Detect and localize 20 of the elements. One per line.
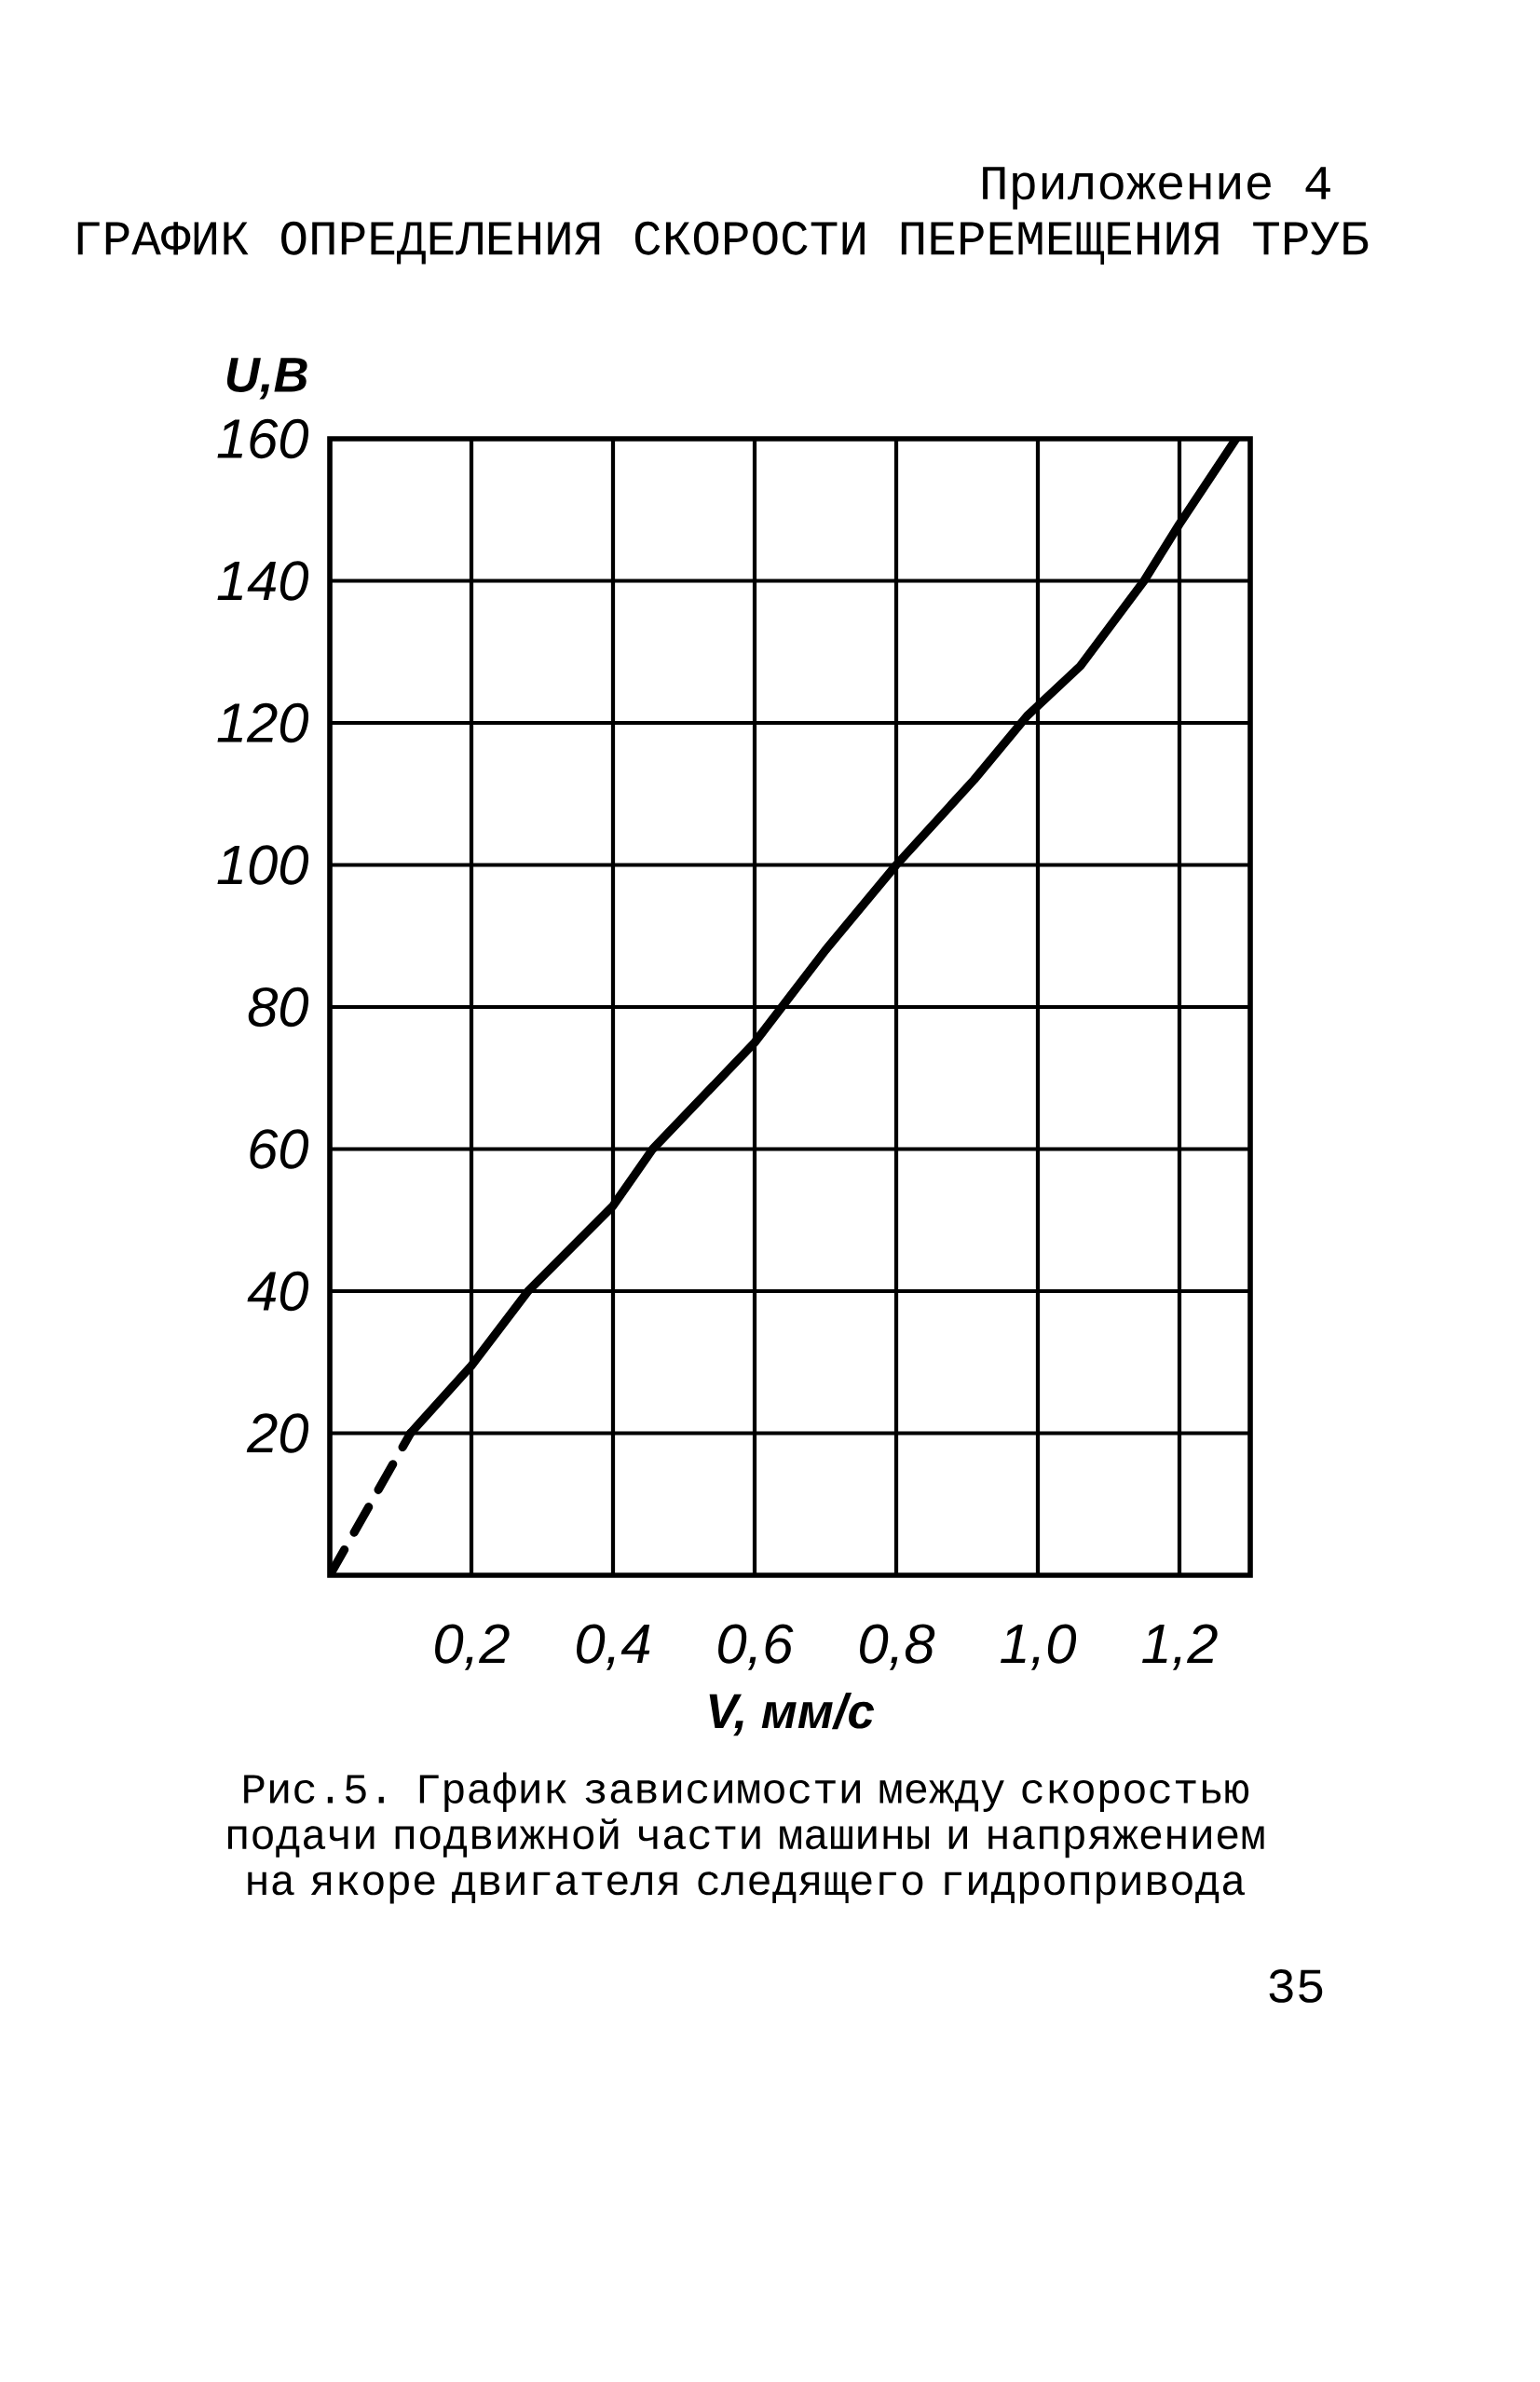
y-tick-label: 80 — [248, 987, 309, 1028]
x-axis-title: V, мм/с — [709, 1692, 875, 1736]
y-tick-label: 40 — [247, 1271, 309, 1312]
y-axis-title: U,В — [226, 358, 307, 400]
x-tick-label: 1,0 — [1001, 1624, 1077, 1670]
text: Приложение 4 — [983, 167, 1330, 210]
y-tick-label: 120 — [217, 702, 309, 743]
text: Рис.5. График зависимости между скоростью подачи подвижной части машины и напряжением на якоре двигателя следящего гидропривода — [228, 1772, 1264, 1904]
chart-title: ГРАФИК ОПРЕДЕЛЕНИЯ СКОРОСТИ ПЕРЕМЕЩЕНИЯ ТРУБ — [77, 221, 1369, 265]
y-tick-label: 140 — [217, 561, 309, 601]
y-tick-label: 160 — [217, 418, 309, 459]
x-tick-label: 1,2 — [1142, 1624, 1218, 1670]
x-tick-label: 0,2 — [435, 1624, 510, 1670]
x-tick-label: 0,6 — [718, 1624, 794, 1670]
x-tick-label: 0,4 — [577, 1624, 650, 1670]
y-tick-label: 60 — [250, 1129, 309, 1169]
y-tick-label: 100 — [217, 845, 309, 885]
text: 35 — [1269, 1969, 1323, 2003]
y-tick-label: 20 — [246, 1413, 309, 1453]
x-tick-label: 0,8 — [860, 1624, 935, 1670]
